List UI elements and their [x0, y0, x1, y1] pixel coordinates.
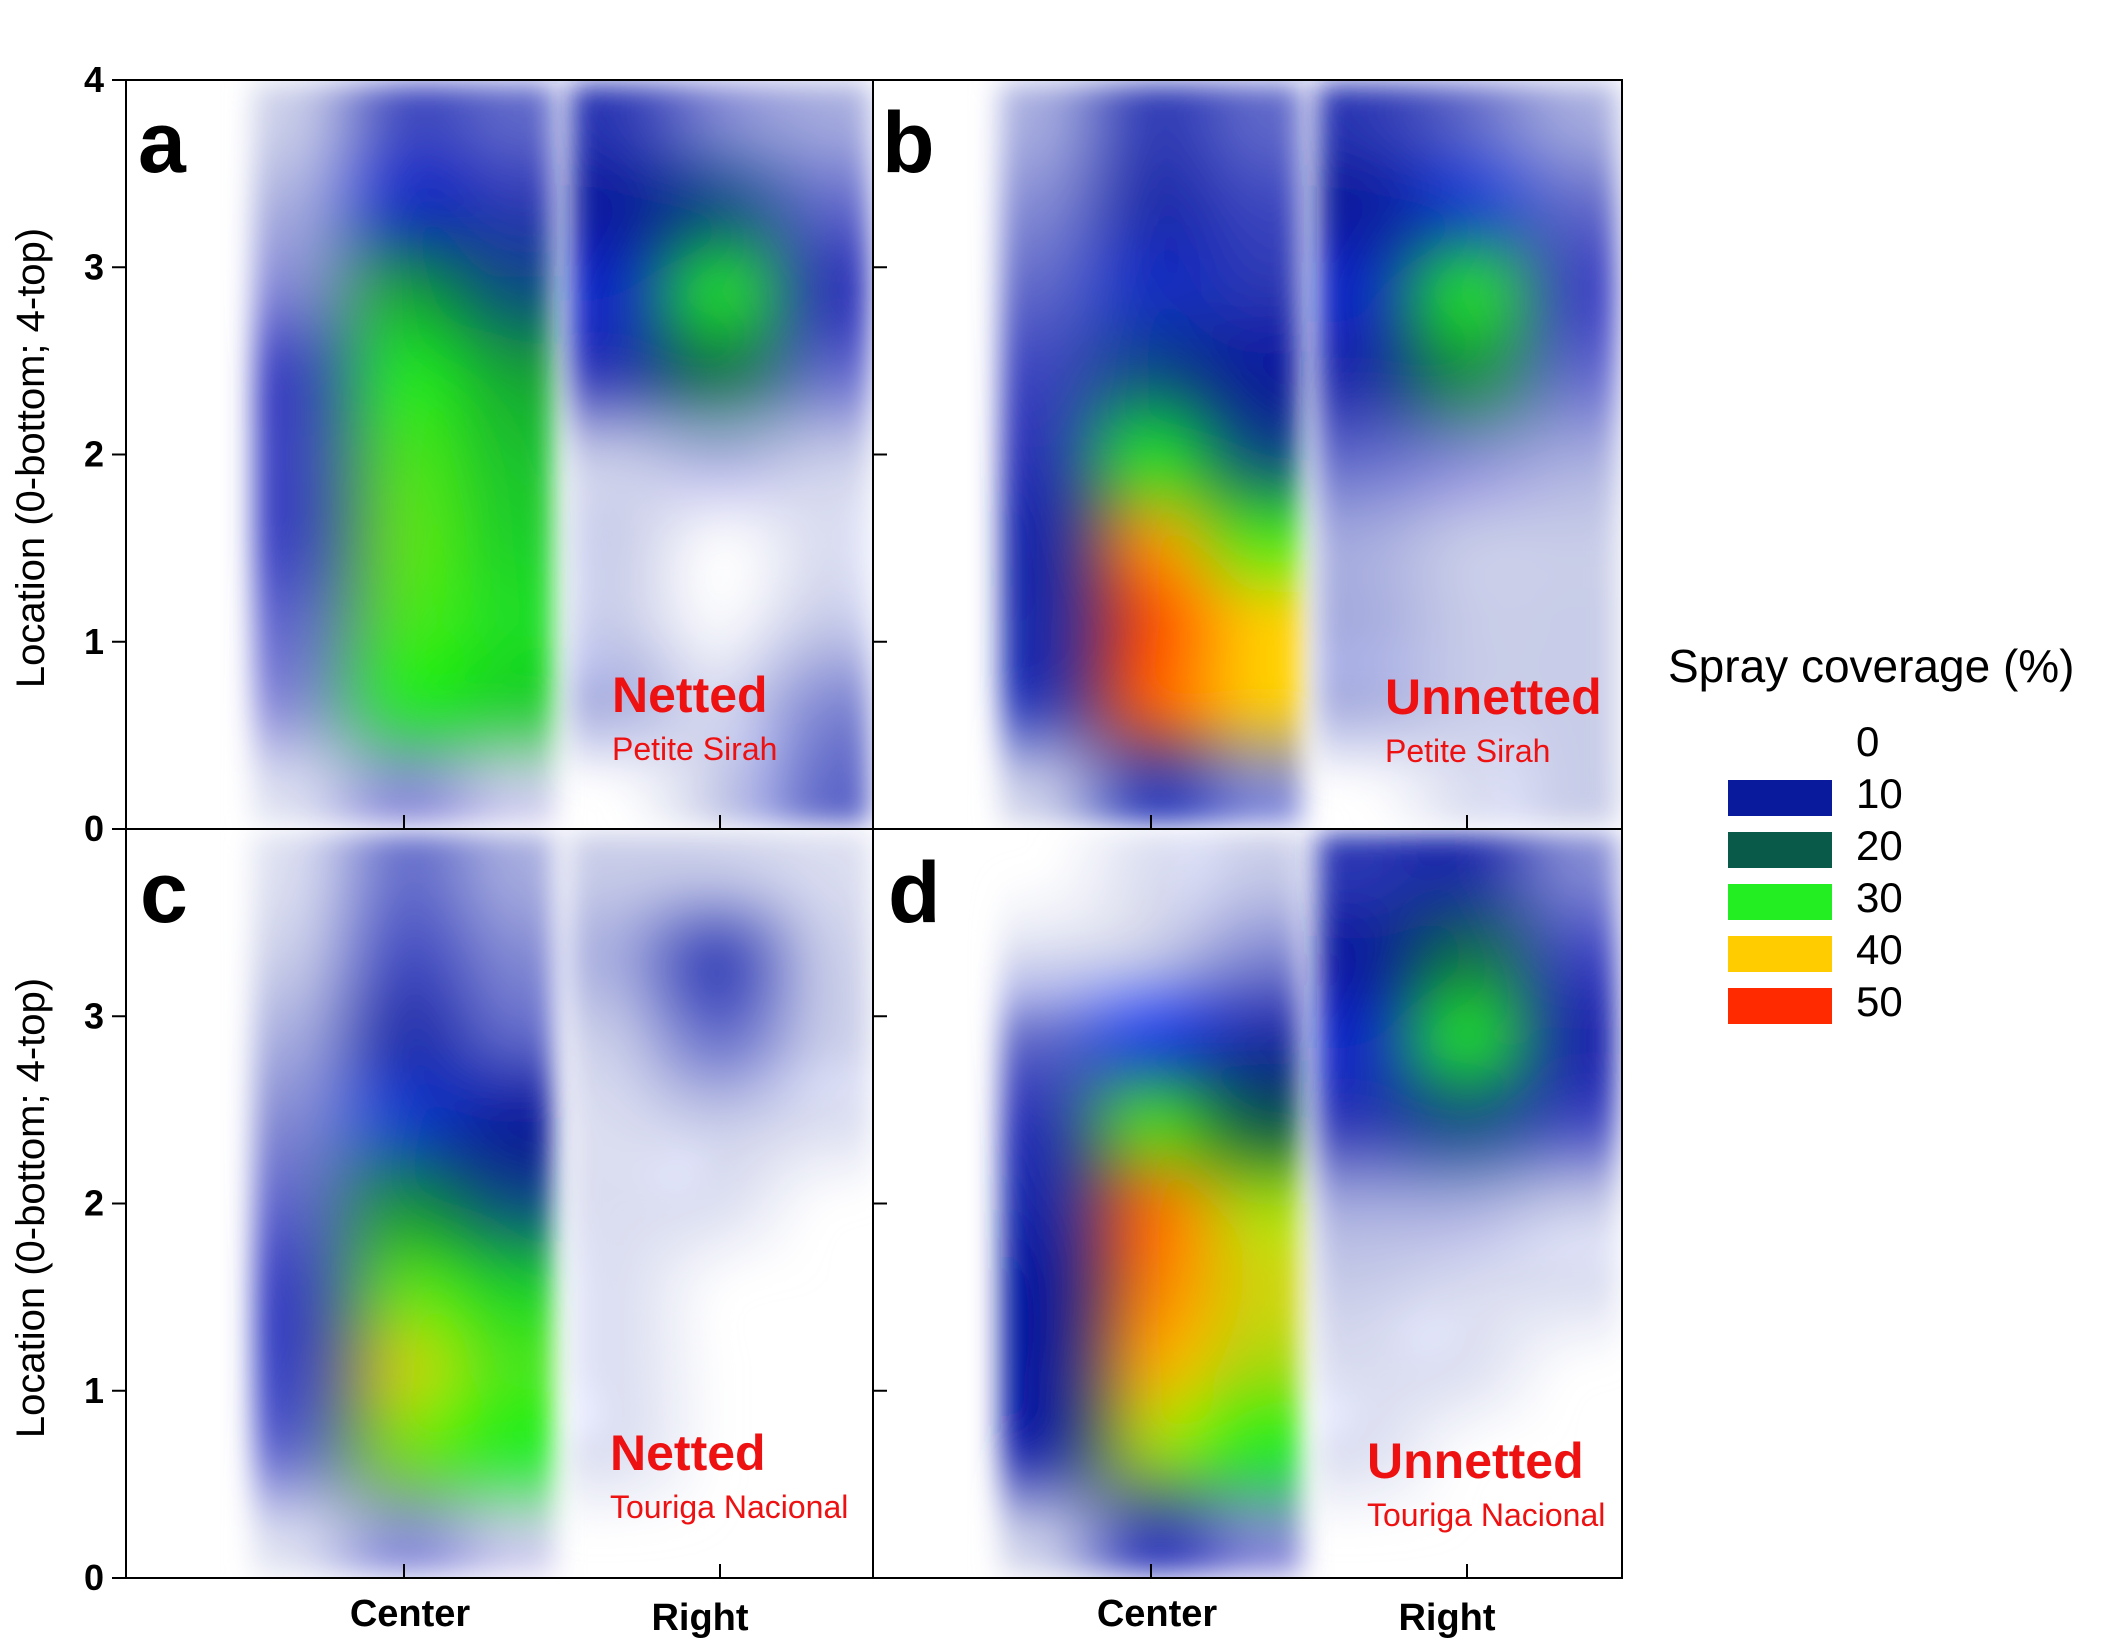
- panel-a-variety: Petite Sirah: [612, 731, 777, 767]
- colorbar-swatch-30: [1728, 884, 1832, 920]
- colorbar-level-10: 10: [1856, 770, 1903, 817]
- panel-c-right-column-map: [570, 833, 870, 1574]
- y-tick-label-top-1: 1: [84, 621, 104, 662]
- colorbar-level-20: 20: [1856, 822, 1903, 869]
- panel-d-center-column-map: [1001, 833, 1301, 1574]
- x-tick-label-right-left: Right: [651, 1597, 748, 1639]
- panel-b-letter: b: [882, 95, 935, 191]
- panel-c-center-column-map: [254, 833, 554, 1574]
- panel-b-right-column-map: [1317, 84, 1617, 825]
- panel-a-right-column-map: [570, 84, 870, 825]
- colorbar-swatches: [1728, 780, 1832, 1024]
- y-tick-label-bottom-1: 1: [84, 1370, 104, 1411]
- panel-a-letter: a: [138, 95, 187, 191]
- colorbar-level-50: 50: [1856, 978, 1903, 1025]
- y-tick-label-top-4: 4: [84, 59, 104, 100]
- panel-d-heatmap: [1001, 833, 1617, 1574]
- colorbar-swatch-10: [1728, 780, 1832, 816]
- y-tick-label-bottom-2: 2: [84, 1183, 104, 1224]
- panel-c-letter: c: [140, 845, 188, 941]
- panel-b-variety: Petite Sirah: [1385, 733, 1550, 769]
- panel-b-center-column-map: [1001, 84, 1301, 825]
- y-tick-label-top-0: 0: [84, 808, 104, 849]
- x-tick-label-center-right: Center: [1097, 1593, 1218, 1635]
- colorbar-legend: Spray coverage (%) 0 10 20 30 40 50: [1668, 640, 2075, 1025]
- panel-d-right-column-map: [1317, 833, 1617, 1574]
- panel-a-heatmap: [254, 84, 870, 825]
- panel-c-condition: Netted: [610, 1425, 766, 1481]
- colorbar-level-30: 30: [1856, 874, 1903, 921]
- panel-a-condition: Netted: [612, 667, 768, 723]
- colorbar-title: Spray coverage (%): [1668, 640, 2075, 692]
- colorbar-swatch-20: [1728, 832, 1832, 868]
- colorbar-labels: 0 10 20 30 40 50: [1856, 718, 1903, 1025]
- panel-c-variety: Touriga Nacional: [610, 1489, 848, 1525]
- panel-a-center-column-map: [254, 84, 554, 825]
- colorbar-swatch-50: [1728, 988, 1832, 1024]
- y-tick-label-bottom-0: 0: [84, 1557, 104, 1598]
- colorbar-level-40: 40: [1856, 926, 1903, 973]
- colorbar-swatch-40: [1728, 936, 1832, 972]
- y-tick-label-top-2: 2: [84, 434, 104, 475]
- panel-c-heatmap: [254, 833, 870, 1574]
- axes-group: 0 1 2 3 4 0 1 2 3: [84, 59, 1623, 1598]
- panel-d-letter: d: [888, 845, 941, 941]
- panel-d-variety: Touriga Nacional: [1367, 1497, 1605, 1533]
- y-axis-label-top: Location (0-bottom; 4-top): [9, 228, 53, 688]
- panels-group: [254, 84, 1617, 1574]
- panel-b-condition: Unnetted: [1385, 669, 1602, 725]
- y-tick-label-bottom-3: 3: [84, 995, 104, 1036]
- y-axis-label-bottom: Location (0-bottom; 4-top): [9, 978, 53, 1438]
- y-tick-label-top-3: 3: [84, 246, 104, 287]
- x-tick-label-center-left: Center: [350, 1593, 471, 1635]
- panel-d-condition: Unnetted: [1367, 1433, 1584, 1489]
- colorbar-level-0: 0: [1856, 718, 1879, 765]
- panel-b-heatmap: [1001, 84, 1617, 825]
- x-tick-label-right-right: Right: [1398, 1597, 1495, 1639]
